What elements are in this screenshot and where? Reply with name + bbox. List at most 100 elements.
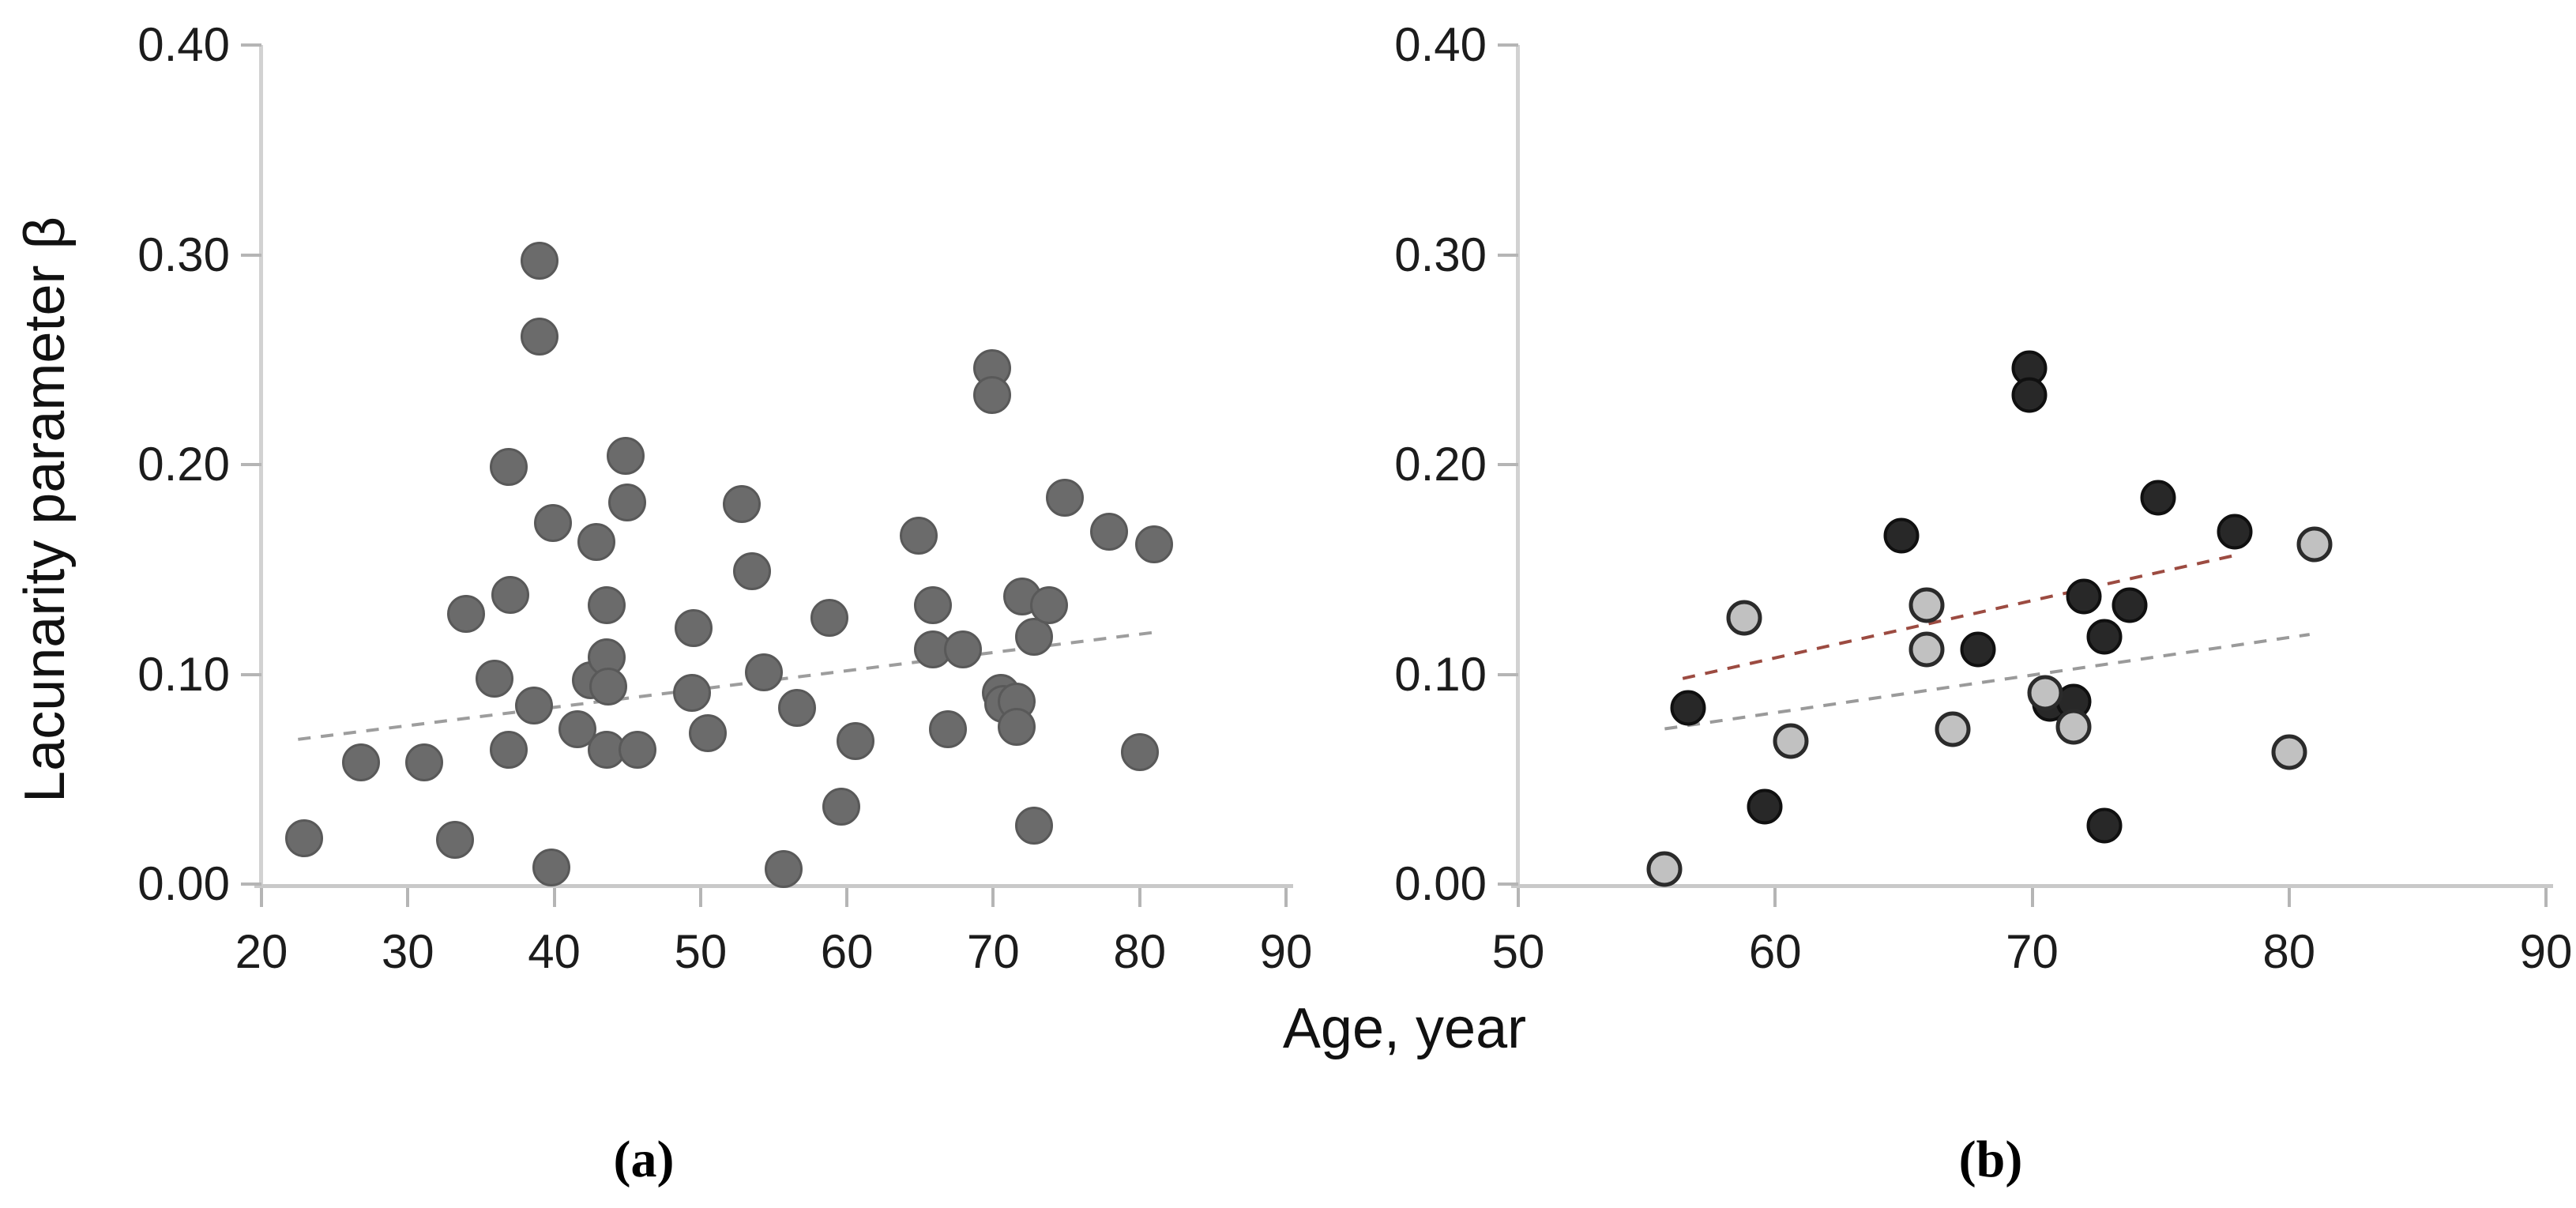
x-tick-label-a: 20: [235, 925, 288, 978]
y-tick-b: [1498, 672, 1518, 676]
x-tick-a: [260, 888, 263, 907]
data-point-a: [1046, 479, 1085, 517]
y-tick-label-b: 0.20: [1394, 438, 1487, 491]
x-tick-a: [1138, 888, 1141, 907]
y-tick-label-a: 0.20: [137, 438, 230, 491]
data-point-a: [619, 731, 657, 770]
x-tick-b: [2544, 888, 2548, 907]
data-point-b: [1935, 711, 1971, 747]
data-point-a: [899, 517, 938, 555]
x-tick-label-a: 60: [820, 925, 874, 978]
data-point-a: [577, 523, 616, 562]
y-tick-b: [1498, 43, 1518, 47]
x-tick-a: [698, 888, 702, 907]
data-point-a: [1135, 525, 1174, 563]
data-point-b: [1908, 587, 1945, 623]
data-point-a: [732, 552, 771, 591]
x-tick-label-b: 90: [2519, 925, 2573, 978]
y-tick-a: [241, 672, 261, 676]
trendlines-a: [298, 630, 1155, 741]
data-point-b: [2140, 480, 2176, 516]
data-point-a: [1120, 732, 1159, 771]
x-tick-label-b: 80: [2262, 925, 2316, 978]
x-tick-b: [1517, 888, 1520, 907]
trend-line: [1682, 553, 2239, 680]
data-point-b: [2055, 709, 2092, 745]
data-point-b: [1726, 600, 1762, 636]
data-point-b: [2112, 587, 2148, 623]
data-point-b: [2066, 578, 2102, 615]
data-point-b: [1883, 517, 1920, 554]
data-point-b: [2086, 619, 2123, 655]
data-point-a: [435, 821, 474, 860]
x-tick-label-a: 70: [967, 925, 1020, 978]
data-point-b: [1646, 851, 1683, 887]
x-tick-b: [2030, 888, 2034, 907]
data-point-b: [2011, 377, 2048, 413]
data-point-a: [491, 575, 529, 614]
y-tick-b: [1498, 253, 1518, 257]
data-point-a: [822, 787, 860, 826]
data-point-a: [284, 819, 323, 857]
data-point-a: [914, 630, 953, 668]
data-point-a: [837, 722, 875, 761]
data-point-a: [1029, 585, 1068, 624]
data-point-a: [972, 376, 1011, 415]
data-point-a: [588, 585, 626, 624]
data-point-a: [914, 585, 953, 624]
data-point-a: [1089, 512, 1128, 551]
panel-label-a: (a): [613, 1131, 675, 1188]
data-point-a: [589, 668, 628, 706]
x-axis-title: Age, year: [1282, 997, 1527, 1060]
x-tick-b: [2287, 888, 2291, 907]
data-point-a: [810, 598, 848, 637]
x-axis-line-a: [254, 884, 1293, 888]
y-tick-label-b: 0.10: [1394, 647, 1487, 701]
y-tick-b: [1498, 882, 1518, 886]
panel-label-b: (b): [1958, 1131, 2023, 1188]
y-tick-label-b: 0.30: [1394, 228, 1487, 281]
y-tick-label-b: 0.40: [1394, 18, 1487, 71]
data-point-a: [744, 653, 783, 691]
data-point-a: [404, 743, 443, 781]
data-point-b: [1670, 690, 1706, 726]
x-tick-label-a: 50: [674, 925, 728, 978]
y-tick-label-b: 0.00: [1394, 857, 1487, 910]
data-point-b: [2217, 514, 2253, 550]
data-point-a: [475, 659, 513, 698]
data-point-b: [1747, 788, 1783, 825]
x-tick-label-a: 80: [1113, 925, 1167, 978]
x-tick-a: [991, 888, 995, 907]
y-tick-label-a: 0.30: [137, 228, 230, 281]
y-tick-b: [1498, 463, 1518, 466]
x-tick-label-a: 30: [381, 925, 434, 978]
x-tick-b: [1773, 888, 1777, 907]
data-point-b: [2296, 526, 2333, 563]
y-tick-a: [241, 43, 261, 47]
data-point-b: [2027, 675, 2063, 711]
y-axis-line-a: [259, 45, 263, 887]
data-point-a: [608, 483, 647, 521]
data-point-a: [998, 707, 1036, 746]
data-point-b: [1908, 631, 1945, 668]
x-tick-a: [845, 888, 849, 907]
trend-line: [298, 630, 1155, 741]
trendlines-b: [1664, 553, 2311, 731]
y-tick-a: [241, 463, 261, 466]
data-point-a: [514, 687, 553, 725]
data-point-a: [943, 630, 982, 668]
data-point-b: [1960, 631, 1996, 668]
trend-line: [1664, 633, 2311, 731]
y-tick-label-a: 0.00: [137, 857, 230, 910]
data-point-a: [607, 437, 645, 476]
data-point-a: [689, 713, 728, 752]
data-point-a: [341, 743, 380, 781]
y-axis-title: Lacunarity parameter β: [13, 216, 77, 803]
data-point-b: [1773, 723, 1809, 759]
data-point-a: [928, 709, 967, 748]
data-point-a: [447, 594, 486, 633]
data-point-a: [533, 504, 572, 543]
data-point-b: [2086, 807, 2123, 844]
data-point-a: [674, 609, 713, 648]
